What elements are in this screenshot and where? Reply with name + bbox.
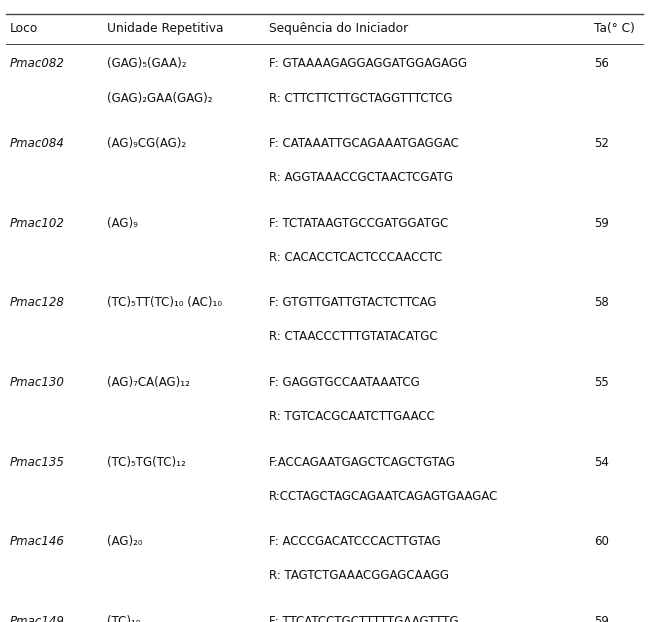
Text: 56: 56 bbox=[594, 57, 609, 70]
Text: Pmac084: Pmac084 bbox=[10, 137, 65, 150]
Text: 60: 60 bbox=[594, 535, 609, 548]
Text: 59: 59 bbox=[594, 615, 609, 622]
Text: Ta(° C): Ta(° C) bbox=[594, 22, 635, 35]
Text: F: TTCATCCTGCTTTTTGAAGTTTG: F: TTCATCCTGCTTTTTGAAGTTTG bbox=[269, 615, 459, 622]
Text: Pmac102: Pmac102 bbox=[10, 216, 65, 230]
Text: (TC)₁₉: (TC)₁₉ bbox=[107, 615, 141, 622]
Text: Pmac082: Pmac082 bbox=[10, 57, 65, 70]
Text: Unidade Repetitiva: Unidade Repetitiva bbox=[107, 22, 224, 35]
Text: (AG)₉CG(AG)₂: (AG)₉CG(AG)₂ bbox=[107, 137, 186, 150]
Text: 52: 52 bbox=[594, 137, 609, 150]
Text: R: TAGTCTGAAACGGAGCAAGG: R: TAGTCTGAAACGGAGCAAGG bbox=[269, 569, 449, 582]
Text: F:ACCAGAATGAGCTCAGCTGTAG: F:ACCAGAATGAGCTCAGCTGTAG bbox=[269, 455, 456, 468]
Text: 58: 58 bbox=[594, 296, 609, 309]
Text: (TC)₅TT(TC)₁₀ (AC)₁₀: (TC)₅TT(TC)₁₀ (AC)₁₀ bbox=[107, 296, 222, 309]
Text: Pmac149: Pmac149 bbox=[10, 615, 65, 622]
Text: F: GAGGTGCCAATAAATCG: F: GAGGTGCCAATAAATCG bbox=[269, 376, 420, 389]
Text: 59: 59 bbox=[594, 216, 609, 230]
Text: R: CTTCTTCTTGCTAGGTTTCTCG: R: CTTCTTCTTGCTAGGTTTCTCG bbox=[269, 91, 453, 104]
Text: R: TGTCACGCAATCTTGAACC: R: TGTCACGCAATCTTGAACC bbox=[269, 410, 435, 423]
Text: Pmac130: Pmac130 bbox=[10, 376, 65, 389]
Text: Sequência do Iniciador: Sequência do Iniciador bbox=[269, 22, 409, 35]
Text: (AG)₇CA(AG)₁₂: (AG)₇CA(AG)₁₂ bbox=[107, 376, 190, 389]
Text: (AG)₂₀: (AG)₂₀ bbox=[107, 535, 143, 548]
Text: F: CATAAATTGCAGAAATGAGGAC: F: CATAAATTGCAGAAATGAGGAC bbox=[269, 137, 459, 150]
Text: (AG)₉: (AG)₉ bbox=[107, 216, 138, 230]
Text: (GAG)₅(GAA)₂: (GAG)₅(GAA)₂ bbox=[107, 57, 186, 70]
Text: 54: 54 bbox=[594, 455, 609, 468]
Text: F: ACCCGACATCCCACTTGTAG: F: ACCCGACATCCCACTTGTAG bbox=[269, 535, 441, 548]
Text: Pmac128: Pmac128 bbox=[10, 296, 65, 309]
Text: R: CACACCTCACTCCCAACCTC: R: CACACCTCACTCCCAACCTC bbox=[269, 251, 443, 264]
Text: Loco: Loco bbox=[10, 22, 38, 35]
Text: 55: 55 bbox=[594, 376, 609, 389]
Text: F: GTAAAAGAGGAGGATGGAGAGG: F: GTAAAAGAGGAGGATGGAGAGG bbox=[269, 57, 467, 70]
Text: (GAG)₂GAA(GAG)₂: (GAG)₂GAA(GAG)₂ bbox=[107, 91, 213, 104]
Text: Pmac146: Pmac146 bbox=[10, 535, 65, 548]
Text: R: CTAACCCTTTGTATACATGC: R: CTAACCCTTTGTATACATGC bbox=[269, 330, 438, 343]
Text: R: AGGTAAACCGCTAACTCGATG: R: AGGTAAACCGCTAACTCGATG bbox=[269, 171, 454, 184]
Text: (TC)₅TG(TC)₁₂: (TC)₅TG(TC)₁₂ bbox=[107, 455, 186, 468]
Text: F: GTGTTGATTGTACTCTTCAG: F: GTGTTGATTGTACTCTTCAG bbox=[269, 296, 437, 309]
Text: R:CCTAGCTAGCAGAATCAGAGTGAAGAC: R:CCTAGCTAGCAGAATCAGAGTGAAGAC bbox=[269, 490, 498, 503]
Text: Pmac135: Pmac135 bbox=[10, 455, 65, 468]
Text: F: TCTATAAGTGCCGATGGATGC: F: TCTATAAGTGCCGATGGATGC bbox=[269, 216, 448, 230]
